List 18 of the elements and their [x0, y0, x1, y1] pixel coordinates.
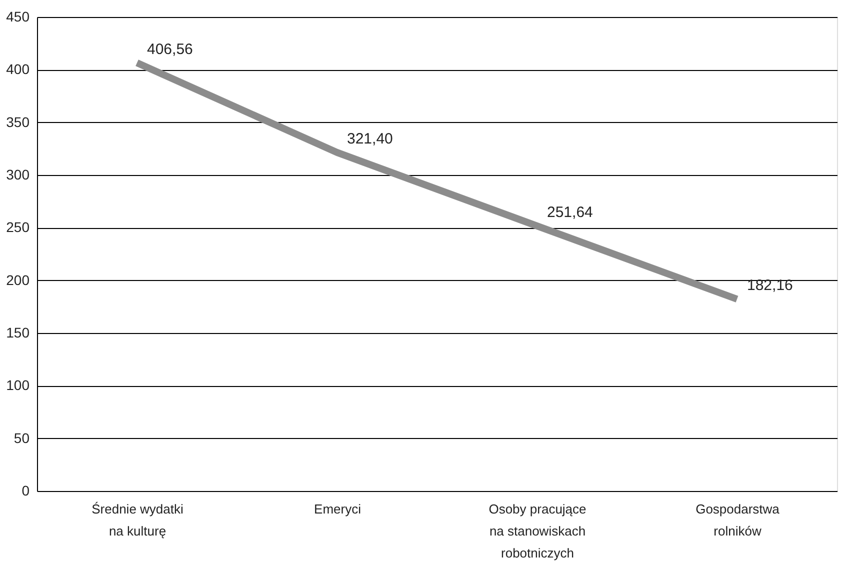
x-tick-label: Emeryci	[314, 502, 362, 516]
data-label: 251,64	[547, 204, 593, 221]
data-label: 406,56	[147, 40, 193, 58]
x-tick-label: Średnie wydatki na kulturę	[92, 502, 184, 538]
y-tick-label: 150	[6, 324, 30, 340]
y-tick-label: 400	[6, 61, 30, 78]
y-tick-label: 200	[6, 272, 30, 288]
y-tick-label: 250	[6, 219, 30, 236]
data-label: 321,40	[347, 130, 393, 148]
y-tick-label: 300	[6, 166, 30, 182]
y-tick-label: 350	[6, 114, 30, 130]
data-label: 182,16	[747, 277, 793, 294]
y-tick-label: 100	[6, 377, 30, 394]
y-tick-label: 450	[6, 8, 30, 24]
x-tick-label: Osoby pracujące na stanowiskach robotniczych	[488, 502, 586, 560]
x-tick-label: Gospodarstwa rolników	[696, 502, 780, 538]
y-tick-label: 0	[22, 482, 30, 498]
y-tick-label: 50	[14, 430, 30, 446]
